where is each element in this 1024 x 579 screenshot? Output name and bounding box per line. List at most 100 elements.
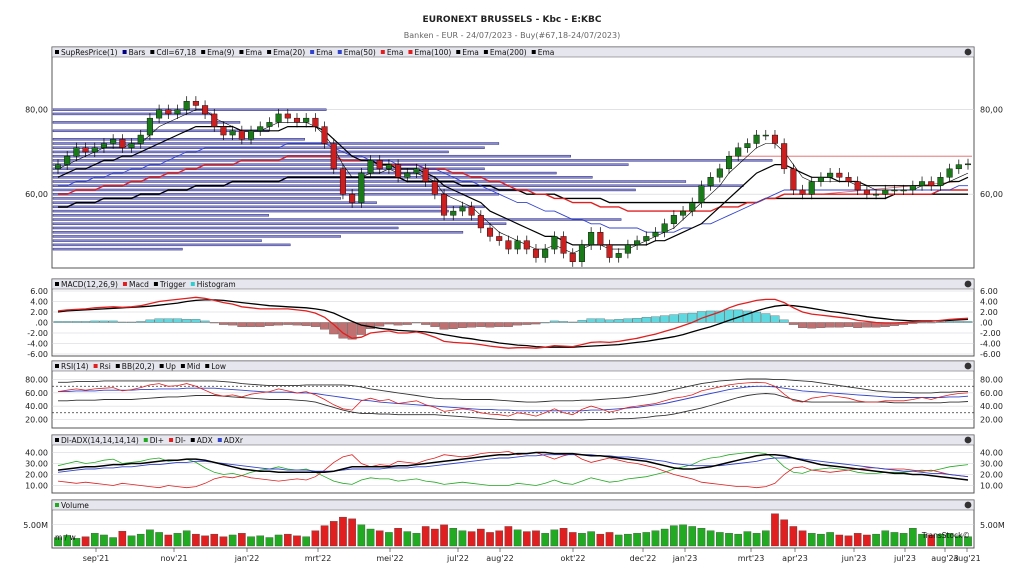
candle <box>64 155 71 165</box>
volume-bar <box>412 533 421 547</box>
legend-entry: Mid <box>187 362 201 371</box>
watermark: TransStock© <box>921 531 970 540</box>
volume-bar <box>679 524 687 547</box>
candle <box>137 134 144 144</box>
y-tick-label-right: 80.00 <box>980 376 1003 385</box>
volume-bar <box>403 531 412 547</box>
volume-bar <box>54 537 62 547</box>
macd-histogram-bar <box>945 321 955 323</box>
rsi-line <box>57 381 969 417</box>
macd-histogram-bar <box>430 322 440 327</box>
y-tick-label-left: 5.00M <box>23 521 48 530</box>
y-tick-label-right: 6.00 <box>980 287 998 296</box>
volume-bar <box>155 532 163 547</box>
macd-histogram-bar <box>448 322 458 329</box>
support-resistance-bar <box>52 235 341 238</box>
volume-bar <box>302 536 310 547</box>
y-tick-label-left: 40.00 <box>25 402 48 411</box>
volume-bar <box>651 530 660 547</box>
volume-bar <box>486 532 494 547</box>
legend-swatch <box>153 282 158 286</box>
legend-entry: Histogram <box>197 280 236 289</box>
volume-bar <box>614 534 623 547</box>
volume-bar <box>284 533 292 547</box>
y-tick-label-left: 60.00 <box>25 389 48 398</box>
volume-bar <box>780 519 788 547</box>
macd-histogram-bar <box>412 322 421 324</box>
panel-header <box>51 360 975 372</box>
macd-histogram-bar <box>503 322 513 327</box>
macd-histogram-bar <box>154 318 164 323</box>
support-resistance-bar <box>52 231 464 234</box>
y-tick-label-left: 30.00 <box>25 460 48 469</box>
candle <box>128 143 135 148</box>
macd-histogram-bar <box>632 318 642 323</box>
legend-swatch <box>122 50 127 54</box>
volume-bar <box>955 535 963 547</box>
macd-histogram-bar <box>145 319 155 323</box>
candle <box>312 117 319 127</box>
y-tick-label-right: -6.00 <box>980 350 1001 359</box>
volume-bar <box>375 530 384 547</box>
candle <box>257 126 264 132</box>
candle <box>560 236 567 254</box>
candle <box>542 248 549 258</box>
volume-bar <box>385 532 393 547</box>
macd-histogram-bar <box>605 319 614 323</box>
volume-bar <box>522 531 531 547</box>
y-tick-label-right: 20.00 <box>980 471 1003 480</box>
volume-bar <box>927 534 936 547</box>
y-tick-label-left: 6.00 <box>30 287 48 296</box>
candle <box>964 163 972 166</box>
x-tick-label: mrt'22 <box>305 554 332 563</box>
x-tick-label: sep'21 <box>83 554 110 563</box>
volume-bar <box>449 528 458 547</box>
x-tick-label: dec'22 <box>630 554 657 563</box>
candle <box>606 244 613 258</box>
candle <box>486 227 494 237</box>
macd-histogram-bar <box>540 322 550 324</box>
legend-swatch <box>122 282 127 286</box>
macd-histogram-bar <box>274 322 284 326</box>
candle <box>192 101 199 106</box>
legend-swatch <box>310 50 315 54</box>
candle <box>955 164 962 170</box>
legend-entry: ADX <box>197 436 213 445</box>
candle <box>661 223 668 233</box>
candle <box>532 248 540 258</box>
volume-bar <box>357 524 366 547</box>
macd-histogram-bar <box>844 322 853 327</box>
macd-histogram-bar <box>467 322 477 328</box>
macd-histogram-bar <box>825 322 835 328</box>
candle <box>450 210 457 216</box>
macd-histogram-bar <box>623 318 633 323</box>
macd-histogram-bar <box>788 322 798 325</box>
candle <box>891 189 898 192</box>
macd-histogram-bar <box>770 315 780 323</box>
candle <box>284 113 291 119</box>
volume-bar <box>238 533 246 547</box>
y-tick-label-right: .00 <box>980 319 993 328</box>
candle <box>523 240 530 250</box>
macd-histogram-bar <box>402 322 412 325</box>
y-tick-label-right: 40.00 <box>980 449 1003 458</box>
candle <box>569 253 576 262</box>
candle <box>799 189 806 195</box>
candle <box>909 185 916 191</box>
volume-bar <box>109 537 117 547</box>
support-resistance-bar <box>52 167 485 171</box>
support-resistance-bar <box>52 129 269 133</box>
volume-bar <box>182 530 191 547</box>
y-tick-label-right: 2.00 <box>980 308 998 317</box>
x-tick-label: aug'21 <box>953 554 980 563</box>
macd-histogram-bar <box>549 320 559 323</box>
candle <box>634 240 641 246</box>
macd-histogram-bar <box>917 322 927 324</box>
legend-entry: Macd <box>129 280 149 289</box>
di-minus-line <box>57 450 969 489</box>
candle <box>496 236 503 241</box>
candle <box>514 240 521 250</box>
macd-histogram-bar <box>90 320 100 323</box>
candle <box>358 172 365 203</box>
